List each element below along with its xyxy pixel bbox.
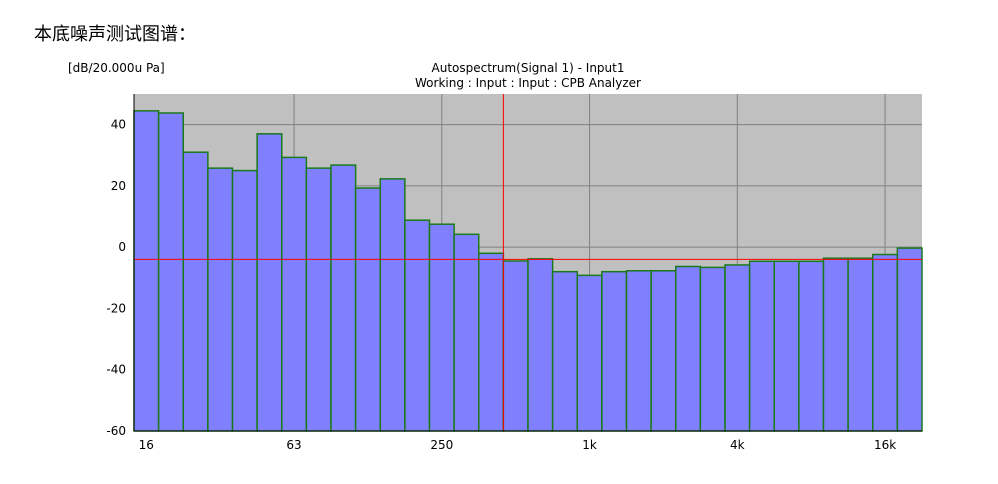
bar-10k: [822, 257, 849, 432]
bar-12.5k: [847, 257, 874, 432]
bar-50: [256, 133, 283, 432]
bar-40: [231, 169, 258, 432]
bar-25: [182, 151, 209, 432]
bar-2.5k: [675, 265, 702, 432]
bar-80: [305, 167, 332, 432]
x-tick-label: 1k: [582, 438, 597, 452]
bar-4k: [724, 264, 751, 432]
bar-8k: [798, 260, 825, 432]
bar-6.3k: [773, 260, 800, 432]
y-tick-label: -20: [106, 301, 126, 315]
y-tick-label: 20: [111, 179, 126, 193]
x-tick-label: 250: [430, 438, 453, 452]
bar-100: [330, 164, 357, 432]
chart-title: Autospectrum(Signal 1) - Input1: [431, 61, 625, 75]
bar-125: [354, 187, 381, 432]
bar-200: [404, 219, 431, 432]
bar-1.25k: [601, 270, 628, 432]
chart-subtitle: Working : Input : Input : CPB Analyzer: [415, 76, 641, 90]
bar-16: [133, 110, 160, 432]
bar-250: [428, 223, 455, 432]
bar-20k: [896, 247, 923, 432]
y-tick-label: 40: [111, 118, 126, 132]
page-caption: 本底噪声测试图谱：: [34, 24, 196, 45]
bar-5k: [748, 260, 775, 432]
y-tick-label: -40: [106, 363, 126, 377]
bar-20: [157, 112, 184, 432]
bar-315: [453, 233, 480, 432]
bar-1.6k: [625, 270, 652, 432]
bar-500: [502, 260, 529, 432]
x-tick-label: 4k: [730, 438, 745, 452]
x-tick-label: 63: [286, 438, 301, 452]
bar-400: [478, 252, 505, 432]
x-tick-label: 16k: [874, 438, 896, 452]
x-tick-label: 16: [139, 438, 154, 452]
bar-160: [379, 178, 406, 432]
y-axis-label: [dB/20.000u Pa]: [68, 61, 165, 75]
bar-63: [281, 156, 308, 432]
y-tick-label: 0: [118, 240, 126, 254]
bar-2k: [650, 270, 677, 432]
bar-800: [551, 270, 578, 432]
bar-31.5: [207, 167, 234, 432]
bar-1k: [576, 274, 603, 432]
bar-630: [527, 258, 554, 432]
y-tick-label: -60: [106, 424, 126, 438]
bar-3.15k: [699, 266, 726, 432]
bar-16k: [872, 253, 899, 432]
